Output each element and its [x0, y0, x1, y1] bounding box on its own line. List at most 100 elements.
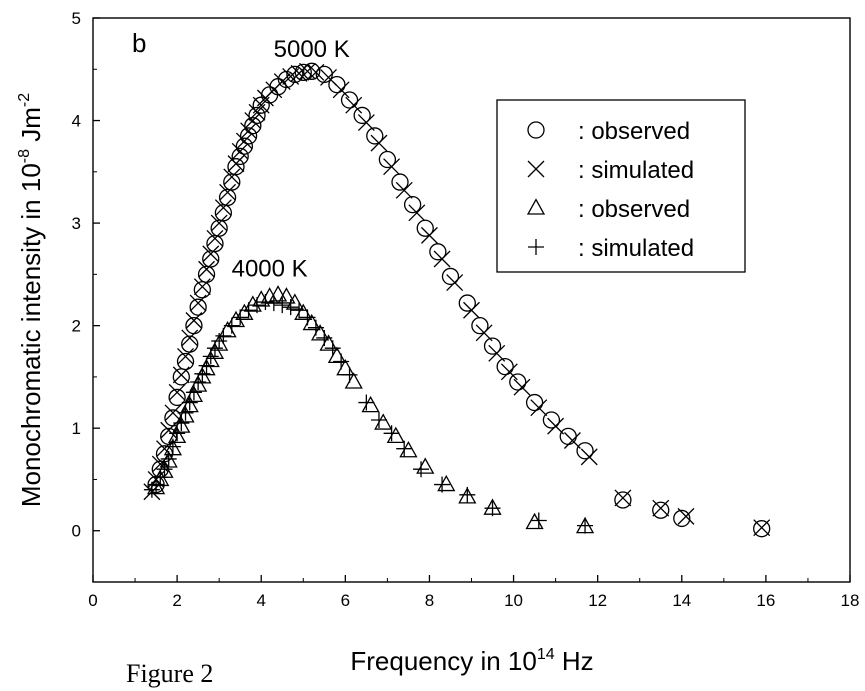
data-point-circle — [753, 520, 771, 538]
x-tick-label: 0 — [88, 591, 97, 610]
data-point-circle — [496, 358, 514, 376]
data-point-triangle — [374, 413, 393, 430]
legend-marker-circle — [527, 121, 545, 139]
data-point-circle — [303, 62, 321, 80]
data-point-triangle — [172, 416, 191, 433]
plot-marks — [143, 62, 771, 538]
data-point-cross — [177, 347, 194, 365]
data-point-triangle — [180, 395, 199, 413]
data-point-triangle — [437, 474, 456, 492]
data-point-plus — [223, 317, 240, 334]
data-point-plus — [282, 299, 299, 316]
data-point-cross — [357, 114, 375, 132]
y-axis-label-sup: -8 — [16, 149, 33, 163]
x-axis-label: Frequency in 1014 Hz — [350, 646, 593, 676]
x-tick-label: 8 — [425, 591, 434, 610]
data-point-triangle — [525, 512, 544, 530]
data-point-cross — [206, 230, 224, 247]
data-point-triangle — [184, 385, 204, 403]
data-point-cross — [433, 250, 451, 268]
data-point-plus — [160, 450, 177, 467]
data-point-circle — [239, 127, 258, 145]
data-point-cross — [299, 62, 316, 80]
data-point-plus — [358, 394, 375, 411]
data-point-plus — [198, 357, 215, 374]
data-point-circle — [429, 243, 447, 261]
data-point-cross — [513, 378, 531, 396]
y-tick-label: 2 — [72, 317, 81, 336]
data-point-plus — [484, 500, 501, 517]
data-point-circle — [176, 352, 195, 371]
data-point-cross — [383, 158, 401, 176]
data-point-circle — [168, 388, 186, 407]
data-point-cross — [244, 112, 262, 130]
data-point-circle — [227, 158, 245, 176]
data-point-circle — [193, 281, 211, 299]
data-point-plus — [396, 440, 413, 457]
data-point-plus — [265, 295, 282, 312]
data-point-circle — [244, 117, 262, 135]
data-point-cross — [500, 363, 518, 381]
x-axis-label-sup: 14 — [537, 646, 555, 663]
data-point-cross — [160, 421, 178, 439]
data-point-plus — [324, 340, 341, 357]
data-point-plus — [177, 404, 194, 421]
data-point-cross — [185, 312, 203, 329]
data-point-triangle — [458, 487, 477, 504]
data-point-plus — [257, 294, 274, 311]
x-axis-label-text: Frequency in 10 — [350, 646, 536, 676]
data-point-plus — [333, 353, 350, 370]
data-point-cross — [168, 383, 186, 401]
data-point-plus — [206, 340, 223, 357]
data-point-cross — [530, 399, 548, 417]
data-point-circle — [340, 91, 359, 109]
series-cross-1 — [143, 62, 771, 537]
data-point-circle — [353, 106, 371, 125]
data-point-circle — [576, 442, 594, 460]
data-point-circle — [403, 195, 422, 214]
x-tick-label: 6 — [341, 591, 350, 610]
legend: : observed: simulated: observed: simulat… — [496, 99, 746, 273]
data-point-plus — [185, 384, 202, 401]
y-tick-label: 0 — [72, 522, 81, 541]
plot-annotations: b 5000 K 4000 K — [132, 28, 350, 282]
x-tick-label: 18 — [841, 591, 860, 610]
legend-box — [496, 99, 746, 273]
figure-caption: Figure 2 — [126, 659, 213, 688]
y-axis-label-tail: Jm — [16, 107, 46, 149]
data-point-cross — [235, 132, 253, 150]
data-point-circle — [231, 147, 249, 166]
y-axis-label-text: Monochromatic intensity in 10 — [16, 163, 46, 507]
data-point-triangle — [399, 441, 418, 458]
data-point-plus — [299, 309, 316, 326]
data-point-circle — [673, 509, 691, 528]
data-point-circle — [286, 65, 304, 84]
x-axis-label-tail: Hz — [555, 646, 594, 676]
data-point-circle — [525, 393, 544, 412]
y-tick-label: 5 — [72, 9, 81, 28]
data-point-cross — [475, 324, 493, 342]
data-point-triangle — [277, 287, 296, 304]
data-point-plus — [164, 438, 181, 455]
data-point-plus — [341, 366, 358, 383]
data-point-circle — [378, 150, 397, 169]
data-point-cross — [307, 63, 325, 81]
data-point-cross — [370, 134, 388, 152]
data-point-plus — [274, 297, 291, 314]
data-point-cross — [446, 274, 464, 292]
data-point-cross — [240, 122, 258, 140]
data-point-circle — [441, 267, 460, 286]
x-tick-label: 2 — [172, 591, 181, 610]
data-point-triangle — [218, 321, 237, 338]
data-point-cross — [563, 432, 581, 449]
data-point-plus — [316, 329, 333, 346]
y-tick-label: 1 — [72, 419, 81, 438]
data-point-cross — [219, 183, 237, 201]
data-point-cross — [231, 142, 249, 160]
data-point-triangle — [361, 395, 380, 413]
data-point-triangle — [168, 426, 187, 444]
data-point-plus — [434, 476, 451, 493]
y-axis-label-sup2: -2 — [16, 93, 33, 107]
annotation-label: 5000 K — [274, 36, 350, 63]
data-point-triangle — [344, 372, 363, 389]
